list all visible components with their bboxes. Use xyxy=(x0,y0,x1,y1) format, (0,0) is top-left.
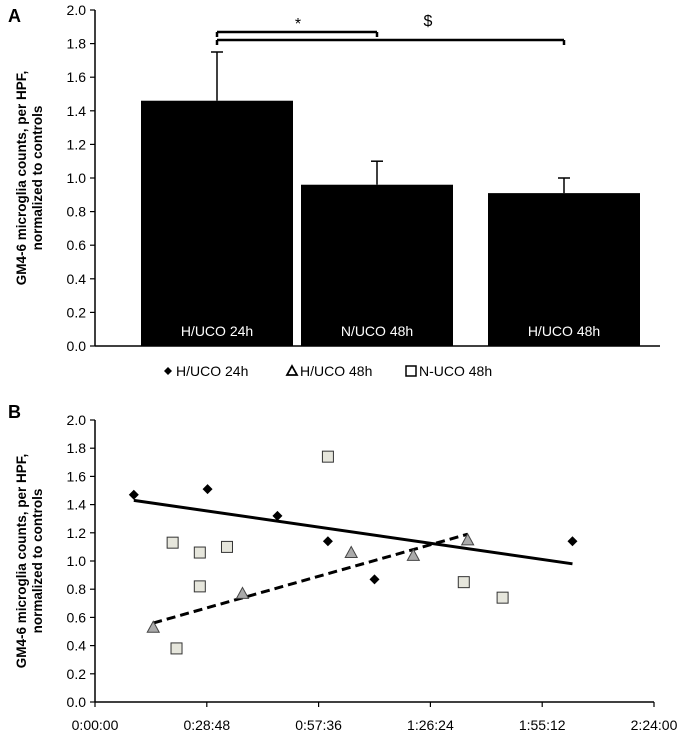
trendline xyxy=(133,498,573,566)
y-tick-label: 0.2 xyxy=(67,304,87,320)
x-tick-label: 0:57:36 xyxy=(295,717,342,733)
legend-triangle-marker xyxy=(285,364,299,376)
scatter-point-square xyxy=(170,642,183,655)
panel-b-letter: B xyxy=(8,402,21,422)
scatter-point-square xyxy=(193,546,206,559)
scatter-point-triangle xyxy=(344,545,359,559)
y-tick-label: 1.6 xyxy=(67,69,87,85)
scatter-point-triangle xyxy=(235,586,250,599)
bar-category-label: N/UCO 48h xyxy=(341,323,413,339)
y-tick-label: 0.2 xyxy=(67,666,87,682)
y-tick-label: 0.0 xyxy=(67,694,87,710)
significance-label: * xyxy=(295,16,301,33)
x-tick-label: 2:24:00 xyxy=(631,717,678,733)
x-tick-label: 1:55:12 xyxy=(519,717,566,733)
bar-category-label: H/UCO 24h xyxy=(181,323,253,339)
legend-square-marker xyxy=(405,365,417,377)
y-axis-title-line: normalized to controls xyxy=(30,489,45,634)
trendline xyxy=(152,532,469,625)
x-tick-label: 0:28:48 xyxy=(183,717,230,733)
scatter-point-triangle xyxy=(460,532,475,546)
y-tick-label: 0.8 xyxy=(67,204,87,220)
y-tick-label: 0.4 xyxy=(67,638,87,654)
bar xyxy=(488,193,640,346)
scatter-point-triangle xyxy=(406,548,421,561)
bar xyxy=(301,184,453,346)
scatter-point-diamond xyxy=(202,484,213,495)
y-tick-label: 1.4 xyxy=(67,103,87,119)
y-tick-label: 1.2 xyxy=(67,136,87,152)
y-tick-label: 2.0 xyxy=(67,412,87,428)
bar-category-label: H/UCO 48h xyxy=(528,323,600,339)
y-tick-label: 1.2 xyxy=(67,525,87,541)
y-axis-title: GM4-6 microglia counts, per HPF,normaliz… xyxy=(14,71,45,286)
x-tick-label: 0:00:00 xyxy=(72,717,119,733)
legend-label: N-UCO 48h xyxy=(419,363,492,379)
legend-label: H/UCO 48h xyxy=(300,363,372,379)
panel-b: B H/UCO 24h H/UCO 48h N-UCO 48h 0.0 0.2 0.4 0.… xyxy=(8,363,678,733)
y-tick-label: 0.8 xyxy=(67,581,87,597)
scatter-point-square xyxy=(457,576,470,589)
significance-label: $ xyxy=(424,13,433,30)
y-tick-label: 0.0 xyxy=(67,338,87,354)
scatter-point-diamond xyxy=(128,489,139,500)
legend-diamond-marker xyxy=(164,367,172,375)
legend-label: H/UCO 24h xyxy=(176,363,248,379)
y-tick-label: 0.6 xyxy=(67,237,87,253)
x-tick-label: 1:26:24 xyxy=(407,717,454,733)
scatter-point-square xyxy=(166,536,179,549)
y-tick-label: 1.8 xyxy=(67,440,87,456)
y-axis-title-line: normalized to controls xyxy=(30,106,45,251)
scatter-point-diamond xyxy=(322,536,333,547)
scatter-point-diamond xyxy=(567,536,578,547)
y-axis-title: GM4-6 microglia counts, per HPF,normaliz… xyxy=(14,454,45,669)
scatter-point-diamond xyxy=(369,574,380,585)
y-tick-label: 2.0 xyxy=(67,2,87,18)
scatter-point-square xyxy=(321,450,334,463)
y-axis-title-line: GM4-6 microglia counts, per HPF, xyxy=(14,454,29,669)
scatter-point-triangle xyxy=(146,620,161,633)
panel-a-letter: A xyxy=(8,6,21,26)
y-tick-label: 1.8 xyxy=(67,36,87,52)
y-tick-label: 1.0 xyxy=(67,170,87,186)
y-axis-title-line: GM4-6 microglia counts, per HPF, xyxy=(14,71,29,286)
scatter-point-square xyxy=(220,540,233,553)
panel-a: A 0.0 0.2 0.4 0.6 0.8 1.0 1.2 1.4 1.6 1.8 2.0 H/UCO… xyxy=(8,2,660,354)
y-tick-label: 1.0 xyxy=(67,553,87,569)
bar xyxy=(141,100,293,346)
scatter-point-square xyxy=(496,591,509,604)
y-tick-label: 0.6 xyxy=(67,609,87,625)
scatter-point-square xyxy=(193,580,206,593)
scatter-point-diamond xyxy=(272,510,283,521)
y-tick-label: 1.6 xyxy=(67,468,87,484)
y-tick-label: 1.4 xyxy=(67,497,87,513)
y-tick-label: 0.4 xyxy=(67,271,87,287)
